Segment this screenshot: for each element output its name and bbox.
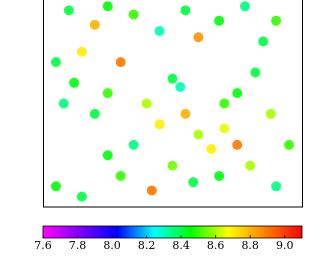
data-patch (188, 177, 199, 188)
data-patch (115, 57, 126, 68)
data-patch (214, 170, 225, 181)
data-patch (175, 81, 186, 92)
data-patch (58, 98, 69, 109)
data-patch (214, 15, 225, 26)
data-patch (128, 9, 139, 20)
data-patch (63, 5, 74, 16)
data-patch (245, 160, 256, 171)
data-patch (232, 139, 243, 150)
data-patch (154, 119, 165, 130)
data-patch (167, 160, 178, 171)
colorbar-tick-label: 8.2 (138, 239, 156, 252)
colorbar-tick-label: 8.8 (241, 239, 259, 252)
data-patch (265, 108, 276, 119)
data-patch (141, 98, 152, 109)
data-patch (115, 170, 126, 181)
data-patch (258, 36, 269, 47)
data-patch (180, 5, 191, 16)
data-patch (50, 181, 61, 192)
colorbar-tick-label: 7.6 (34, 239, 52, 252)
data-patch (193, 129, 204, 140)
data-patch (271, 181, 282, 192)
data-patch (89, 108, 100, 119)
data-patch (193, 32, 204, 43)
data-patch (271, 15, 282, 26)
data-patch (69, 77, 80, 88)
data-patch (250, 67, 261, 78)
data-patch (167, 73, 178, 84)
plot-frame (43, 0, 303, 208)
colorbar-tick-label: 7.8 (69, 239, 87, 252)
data-patch (206, 144, 217, 155)
data-patch (76, 46, 87, 57)
data-patch (89, 19, 100, 30)
data-patch (154, 26, 165, 37)
data-patch (128, 139, 139, 150)
data-patch (284, 139, 295, 150)
colorbar-tick-label: 8.0 (103, 239, 121, 252)
colorbar-tick-label: 8.6 (207, 239, 225, 252)
data-patch (50, 57, 61, 68)
data-patch (102, 150, 113, 161)
data-patch (76, 191, 87, 202)
data-patch (240, 1, 251, 12)
data-patch (219, 123, 230, 134)
data-patch (146, 185, 157, 196)
data-patch (102, 1, 113, 12)
colorbar (42, 225, 303, 239)
colorbar-tick-label: 9.0 (276, 239, 294, 252)
data-patch (219, 98, 230, 109)
data-patch (180, 108, 191, 119)
data-patch (102, 88, 113, 99)
data-patch (232, 88, 243, 99)
colorbar-tick-label: 8.4 (172, 239, 190, 252)
